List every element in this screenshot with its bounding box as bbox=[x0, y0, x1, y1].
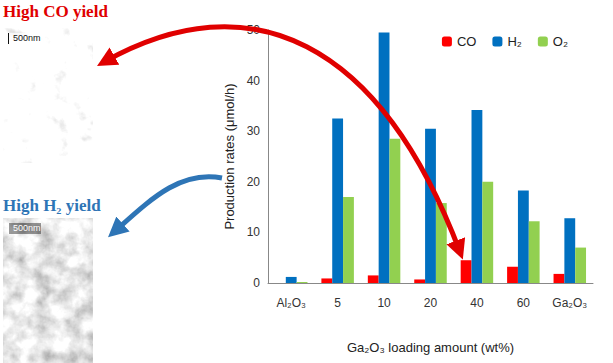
svg-text:50: 50 bbox=[247, 23, 261, 37]
svg-text:H₂: H₂ bbox=[507, 34, 521, 49]
svg-text:20: 20 bbox=[424, 296, 438, 310]
svg-text:5: 5 bbox=[334, 296, 341, 310]
svg-text:10: 10 bbox=[377, 296, 391, 310]
html-text:High CO yield: High CO yield bbox=[3, 2, 108, 21]
svg-text:40: 40 bbox=[470, 296, 484, 310]
svg-text:60: 60 bbox=[517, 296, 531, 310]
html-text:High H₂ yield: High H₂ yield bbox=[3, 196, 101, 215]
svg-text:CO: CO bbox=[457, 34, 477, 49]
svg-text:O₂: O₂ bbox=[553, 34, 568, 49]
svg-text:Ga₂O₃: Ga₂O₃ bbox=[552, 296, 587, 310]
svg-text:Production rates (μmol/h): Production rates (μmol/h) bbox=[222, 83, 237, 229]
svg-text:30: 30 bbox=[247, 124, 261, 138]
svg-text:0: 0 bbox=[253, 276, 260, 290]
svg-text:Ga₂O₃ loading amount (wt%): Ga₂O₃ loading amount (wt%) bbox=[347, 340, 514, 355]
svg-text:40: 40 bbox=[247, 74, 261, 88]
svg-text:Al₂O₃: Al₂O₃ bbox=[276, 296, 306, 310]
svg-text:20: 20 bbox=[247, 175, 261, 189]
svg-text:10: 10 bbox=[247, 225, 261, 239]
html-text:500nm: 500nm bbox=[13, 223, 41, 233]
html-text:500nm: 500nm bbox=[13, 33, 41, 43]
